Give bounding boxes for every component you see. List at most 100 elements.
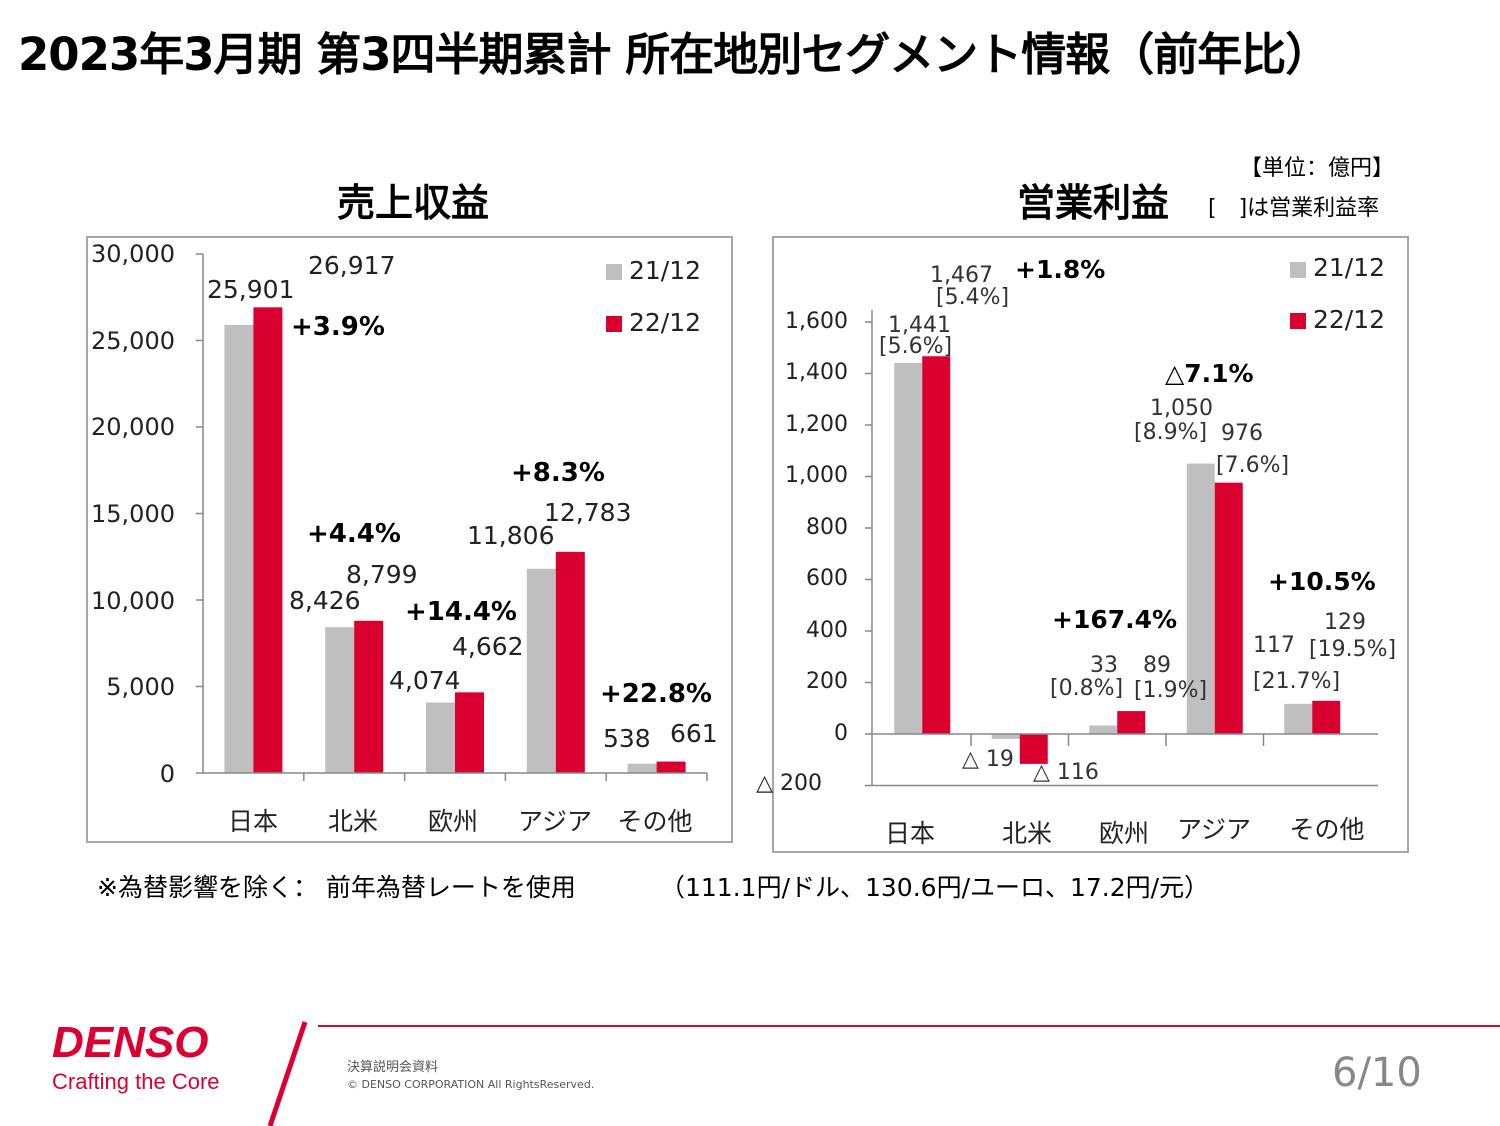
y-tick: 1,600	[785, 309, 848, 334]
fx-note: ※為替影響を除く： 前年為替レートを使用	[97, 873, 576, 902]
growth-label: +1.8%	[1015, 255, 1106, 284]
x-label: その他	[617, 807, 693, 836]
x-label: 日本	[227, 807, 278, 836]
tagline: Crafting the Core	[52, 1069, 220, 1094]
bar-21-12	[526, 568, 556, 773]
growth-label: +8.3%	[511, 458, 605, 488]
data-label: 117	[1253, 633, 1295, 658]
bar-22-12	[455, 692, 484, 773]
growth-label: +3.9%	[291, 312, 385, 342]
margin-label: [19.5%]	[1309, 637, 1397, 662]
legend-swatch-prev	[1290, 262, 1306, 278]
margin-label: [5.4%]	[936, 285, 1010, 310]
x-label: 日本	[884, 819, 935, 848]
bar-22-12	[354, 620, 384, 773]
x-label: アジア	[517, 807, 592, 836]
margin-label: [8.9%]	[1134, 420, 1208, 445]
bar-21-12	[1089, 725, 1118, 734]
y-tick: 1,400	[785, 360, 848, 385]
legend-label: 21/12	[629, 256, 702, 285]
y-tick: 600	[806, 566, 848, 591]
legend-label: 21/12	[1313, 253, 1386, 282]
growth-label: +22.8%	[600, 679, 712, 709]
revenue-chart-frame	[86, 236, 733, 843]
bar-22-12	[1019, 734, 1048, 764]
y-tick: 30,000	[91, 240, 175, 268]
margin-label: [21.7%]	[1253, 669, 1341, 694]
data-label: 26,917	[308, 251, 396, 280]
y-tick: 0	[159, 760, 175, 788]
chart-title-operating-profit: 営業利益	[1017, 181, 1170, 225]
y-tick: 5,000	[106, 673, 175, 701]
logo-slash	[267, 1021, 308, 1126]
bar-21-12	[991, 734, 1020, 739]
data-label: 4,662	[452, 632, 524, 661]
copyright: © DENSO CORPORATION All RightsReserved.	[347, 1078, 595, 1091]
legend-swatch-prev	[606, 264, 622, 280]
x-label: 欧州	[1098, 819, 1149, 848]
bar-22-12	[922, 356, 951, 734]
fx-rates: （111.1円/ドル、130.6円/ユーロ、17.2円/元）	[660, 873, 1210, 902]
bar-21-12	[1284, 703, 1313, 734]
bar-21-12	[325, 627, 355, 773]
footer-divider	[318, 1025, 1500, 1027]
data-label: 12,783	[544, 498, 632, 527]
y-tick: 1,200	[785, 412, 848, 437]
data-label: 976	[1221, 421, 1263, 446]
x-label: 欧州	[427, 807, 478, 836]
bar-21-12	[894, 362, 923, 734]
data-label: 11,806	[467, 521, 555, 550]
data-label: 1,467	[930, 263, 993, 288]
bar-21-12	[426, 702, 455, 773]
bar-22-12	[656, 761, 686, 773]
legend-swatch-curr	[606, 316, 622, 332]
data-label: 538	[603, 724, 651, 753]
chart-title-revenue: 売上収益	[337, 181, 490, 225]
growth-label: +4.4%	[307, 519, 401, 549]
growth-label: +10.5%	[1268, 567, 1376, 596]
y-tick: 400	[806, 618, 848, 643]
growth-label: +14.4%	[405, 597, 517, 627]
margin-label: [5.6%]	[879, 334, 953, 359]
bar-22-12	[555, 551, 585, 773]
unit-label: 【単位：億円】	[1240, 156, 1395, 181]
data-label: 4,074	[389, 666, 461, 695]
x-label: 北米	[1001, 819, 1052, 848]
bar-22-12	[1312, 700, 1341, 734]
bar-22-12	[1117, 711, 1146, 734]
bar-21-12	[1186, 463, 1215, 734]
data-label: △ 19	[962, 747, 1014, 772]
y-tick: 25,000	[91, 327, 175, 355]
data-label: 661	[670, 719, 718, 748]
data-label: 25,901	[207, 275, 295, 304]
y-tick: 20,000	[91, 413, 175, 441]
margin-label: [1.9%]	[1134, 678, 1208, 703]
data-label: 8,799	[346, 560, 418, 589]
rate-note: [ ]は営業利益率	[1208, 196, 1380, 221]
y-tick: △ 200	[756, 771, 822, 796]
data-label: 129	[1324, 610, 1366, 635]
data-label: 33	[1090, 653, 1118, 678]
bar-21-12	[627, 763, 657, 773]
y-tick: 800	[806, 515, 848, 540]
legend-label: 22/12	[629, 308, 702, 337]
bar-21-12	[224, 324, 254, 773]
y-tick: 0	[834, 721, 848, 746]
page-number: 6/10	[1332, 1050, 1422, 1096]
bar-22-12	[253, 307, 283, 773]
data-label: △ 116	[1033, 760, 1099, 785]
y-tick: 200	[806, 669, 848, 694]
data-label: 89	[1143, 653, 1171, 678]
page-title: 2023年3月期 第3四半期累計 所在地別セグメント情報（前年比）	[18, 28, 1330, 81]
growth-label: +167.4%	[1052, 605, 1178, 634]
denso-logo: DENSO	[52, 1018, 209, 1067]
legend-swatch-curr	[1290, 313, 1306, 329]
y-tick: 15,000	[91, 500, 175, 528]
margin-label: [7.6%]	[1216, 453, 1290, 478]
margin-label: [0.8%]	[1050, 676, 1124, 701]
y-tick: 1,000	[785, 463, 848, 488]
bar-22-12	[1214, 482, 1243, 734]
legend-label: 22/12	[1313, 305, 1386, 334]
data-label: 1,050	[1150, 396, 1213, 421]
